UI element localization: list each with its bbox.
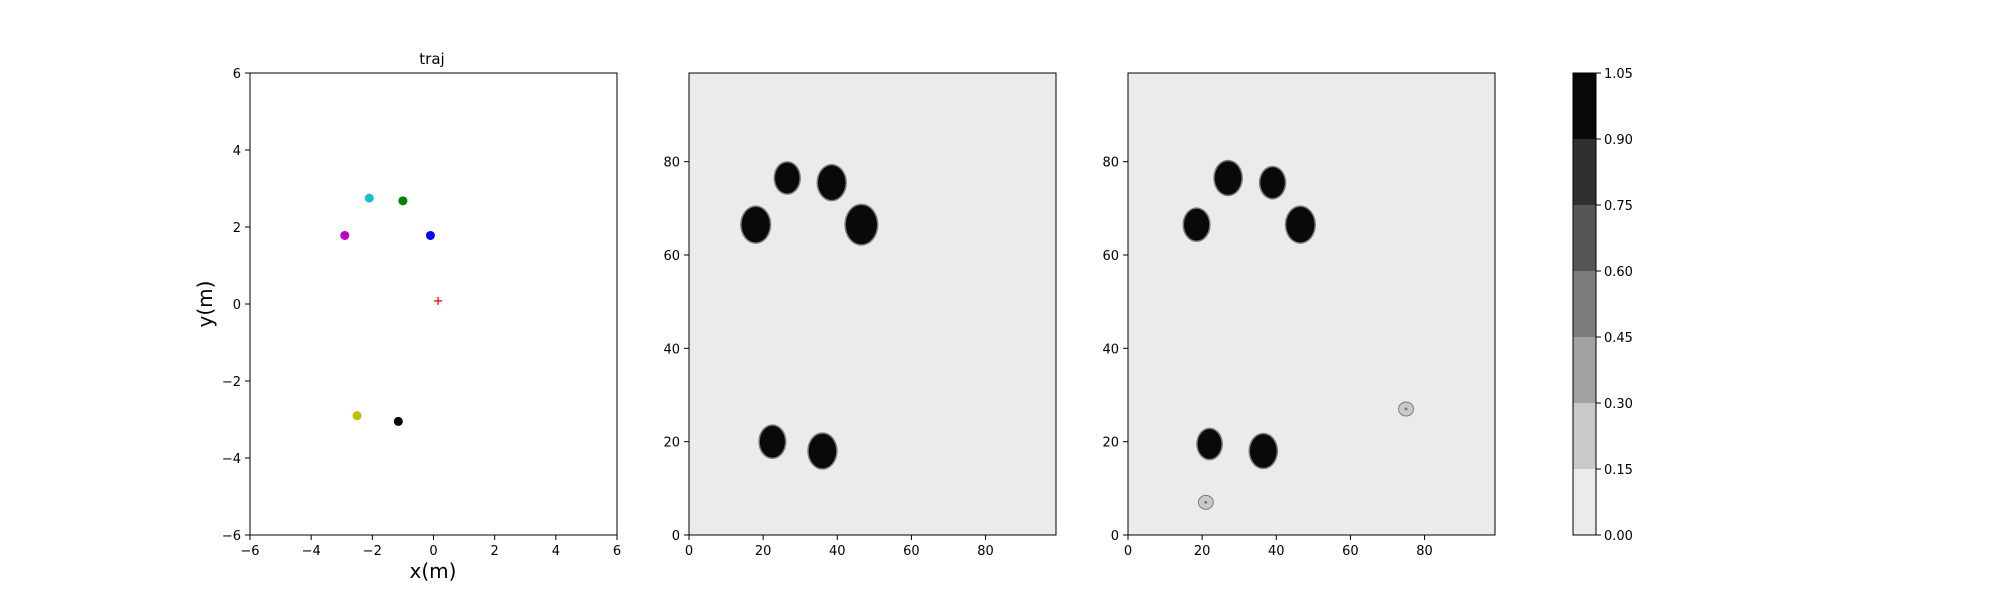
colorbar-band	[1573, 73, 1596, 139]
heatmap-1-ytick-label: 20	[663, 436, 680, 451]
faint-blob-core	[1404, 407, 1408, 411]
agent-point	[393, 416, 403, 426]
agent-point	[340, 230, 350, 240]
heatmap-1-xtick-label: 80	[977, 544, 994, 559]
traj-xtick-label: −6	[240, 544, 259, 559]
obstacle-blob	[1286, 206, 1315, 243]
heatmap-2-frame	[1127, 72, 1496, 536]
heatmap-2-ytick-label: 60	[1102, 249, 1119, 264]
obstacle-blob	[808, 433, 837, 469]
colorbar-tick-label: 0.60	[1604, 265, 1633, 280]
heatmap-panel-2: 0 20 40 60 80 0 20 40 60 80	[1102, 72, 1496, 559]
obstacle-blob	[1214, 161, 1242, 195]
colorbar-tick-label: 0.30	[1604, 397, 1633, 412]
traj-ytick-label: 2	[233, 221, 241, 236]
heatmap-2-xtick-label: 40	[1268, 544, 1285, 559]
obstacle-blob	[845, 205, 877, 245]
obstacle-blob	[759, 425, 786, 458]
heatmap-1-ytick-label: 80	[663, 156, 680, 171]
obstacle-blob	[1183, 208, 1210, 241]
heatmap-2-xtick-label: 0	[1124, 544, 1132, 559]
colorbar-band	[1573, 271, 1596, 337]
heatmap-1-xtick-label: 0	[685, 544, 693, 559]
traj-ytick-label: −4	[222, 452, 241, 467]
colorbar-band	[1573, 139, 1596, 205]
traj-panel: traj −6 −4 −2 0 2 4 6 −6 −4 −2 0 2 4 6 x(m) y(m)	[193, 50, 621, 583]
traj-ytick-label: 4	[233, 144, 241, 159]
traj-ytick-label: −2	[222, 375, 241, 390]
traj-xlabel: x(m)	[410, 559, 457, 583]
traj-ytick-label: 0	[233, 298, 241, 313]
heatmap-1-background	[689, 73, 1056, 535]
traj-frame	[249, 72, 618, 536]
colorbar-tick-label: 0.90	[1604, 133, 1633, 148]
heatmap-2-xtick-label: 20	[1194, 544, 1211, 559]
traj-xtick-label: 0	[429, 544, 437, 559]
heatmap-1-frame	[688, 72, 1057, 536]
obstacle-blob	[775, 162, 800, 194]
obstacle-blob	[741, 206, 770, 243]
heatmap-1-xtick-label: 40	[829, 544, 846, 559]
heatmap-2-ytick-label: 20	[1102, 436, 1119, 451]
heatmap-1-xtick-label: 60	[903, 544, 920, 559]
obstacle-blob	[1260, 167, 1285, 199]
colorbar: 0.00 0.15 0.30 0.45 0.60 0.75 0.90 1.05	[1572, 67, 1633, 544]
heatmap-1-ytick-label: 60	[663, 249, 680, 264]
traj-ytick-label: −6	[222, 529, 241, 544]
obstacle-blob	[818, 165, 846, 200]
traj-xtick-label: 2	[491, 544, 499, 559]
agent-point	[364, 193, 374, 203]
colorbar-band	[1573, 469, 1596, 535]
heatmap-panel-1: 0 20 40 60 80 0 20 40 60 80	[663, 72, 1057, 559]
colorbar-band	[1573, 337, 1596, 403]
traj-xtick-label: −4	[302, 544, 321, 559]
colorbar-frame	[1572, 72, 1597, 536]
colorbar-tick-label: 0.00	[1604, 529, 1633, 544]
colorbar-tick-label: 0.75	[1604, 199, 1633, 214]
obstacle-blob	[1249, 434, 1277, 468]
traj-title: traj	[419, 50, 444, 68]
traj-xtick-label: 4	[552, 544, 560, 559]
agent-point	[398, 196, 408, 206]
heatmap-2-ytick-label: 80	[1102, 156, 1119, 171]
heatmap-1-ytick-label: 0	[672, 529, 680, 544]
colorbar-band	[1573, 205, 1596, 271]
heatmap-2-background	[1128, 73, 1495, 535]
traj-xtick-label: 6	[613, 544, 621, 559]
colorbar-tick-label: 0.15	[1604, 463, 1633, 478]
heatmap-1-ytick-label: 40	[663, 342, 680, 357]
heatmap-2-ytick-label: 0	[1111, 529, 1119, 544]
agent-point	[425, 230, 435, 240]
heatmap-1-xtick-label: 20	[755, 544, 772, 559]
target-plus-marker	[434, 296, 443, 305]
colorbar-tick-label: 0.45	[1604, 331, 1633, 346]
traj-ylabel: y(m)	[193, 281, 217, 328]
traj-ytick-label: 6	[233, 67, 241, 82]
heatmap-2-xtick-label: 80	[1416, 544, 1433, 559]
colorbar-band	[1573, 403, 1596, 469]
traj-xtick-label: −2	[363, 544, 382, 559]
agent-point	[352, 411, 362, 421]
colorbar-tick-label: 1.05	[1604, 67, 1633, 82]
faint-blob-core	[1204, 500, 1208, 504]
heatmap-2-ytick-label: 40	[1102, 342, 1119, 357]
heatmap-2-xtick-label: 60	[1342, 544, 1359, 559]
obstacle-blob	[1197, 429, 1222, 459]
